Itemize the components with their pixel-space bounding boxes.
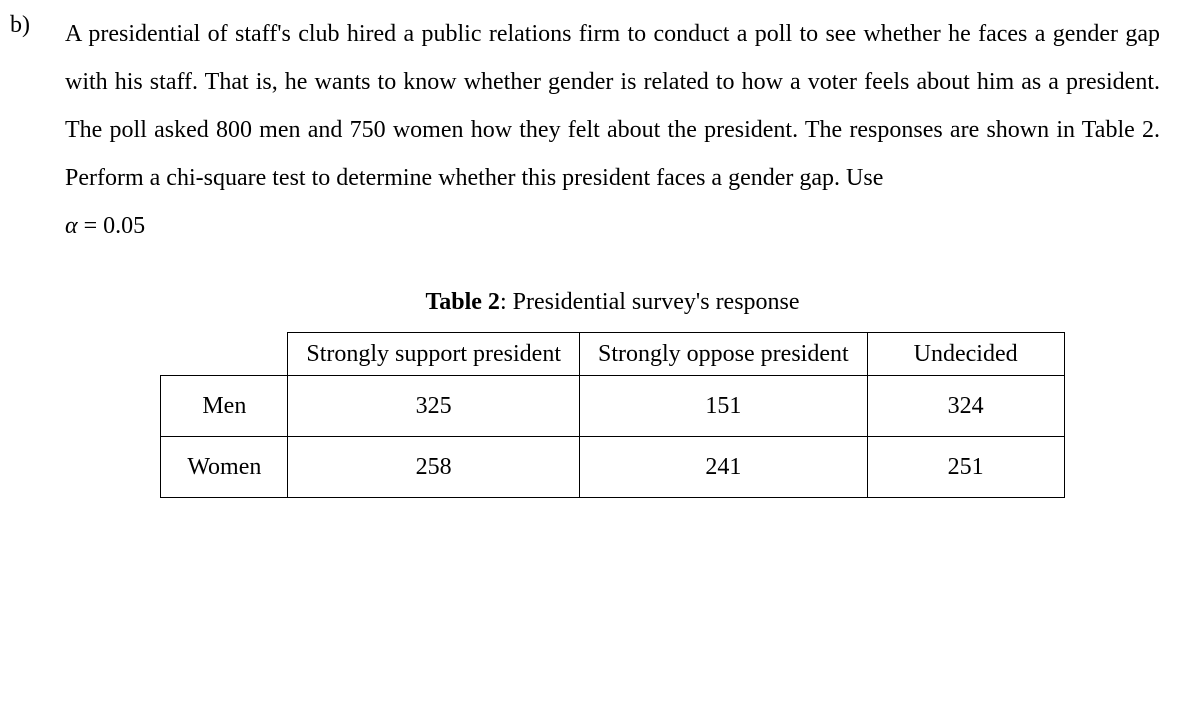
alpha-symbol: α [65, 213, 78, 239]
table-caption: Table 2: Presidential survey's response [65, 278, 1160, 326]
col-header-2: Undecided [867, 333, 1064, 376]
cell-0-0: 325 [288, 376, 580, 437]
question-paragraph: A presidential of staff's club hired a p… [65, 21, 1160, 191]
row-label-0: Men [161, 376, 288, 437]
page: b) A presidential of staff's club hired … [0, 0, 1200, 508]
alpha-line: α = 0.05 [65, 202, 1160, 250]
table-row: Women 258 241 251 [161, 437, 1064, 498]
cell-1-1: 241 [580, 437, 868, 498]
question-label: b) [10, 10, 65, 39]
table-row: Men 325 151 324 [161, 376, 1064, 437]
alpha-value: = 0.05 [78, 213, 146, 239]
col-header-1: Strongly oppose president [580, 333, 868, 376]
table-wrap: Strongly support president Strongly oppo… [65, 332, 1160, 498]
cell-1-2: 251 [867, 437, 1064, 498]
row-label-1: Women [161, 437, 288, 498]
question-body: A presidential of staff's club hired a p… [65, 10, 1160, 498]
cell-1-0: 258 [288, 437, 580, 498]
table-caption-bold: Table 2 [425, 289, 499, 315]
table-header-row: Strongly support president Strongly oppo… [161, 333, 1064, 376]
table-corner-empty [161, 333, 288, 376]
cell-0-1: 151 [580, 376, 868, 437]
col-header-0: Strongly support president [288, 333, 580, 376]
response-table: Strongly support president Strongly oppo… [160, 332, 1064, 498]
question-block: b) A presidential of staff's club hired … [10, 10, 1160, 498]
cell-0-2: 324 [867, 376, 1064, 437]
table-caption-rest: : Presidential survey's response [500, 289, 800, 315]
